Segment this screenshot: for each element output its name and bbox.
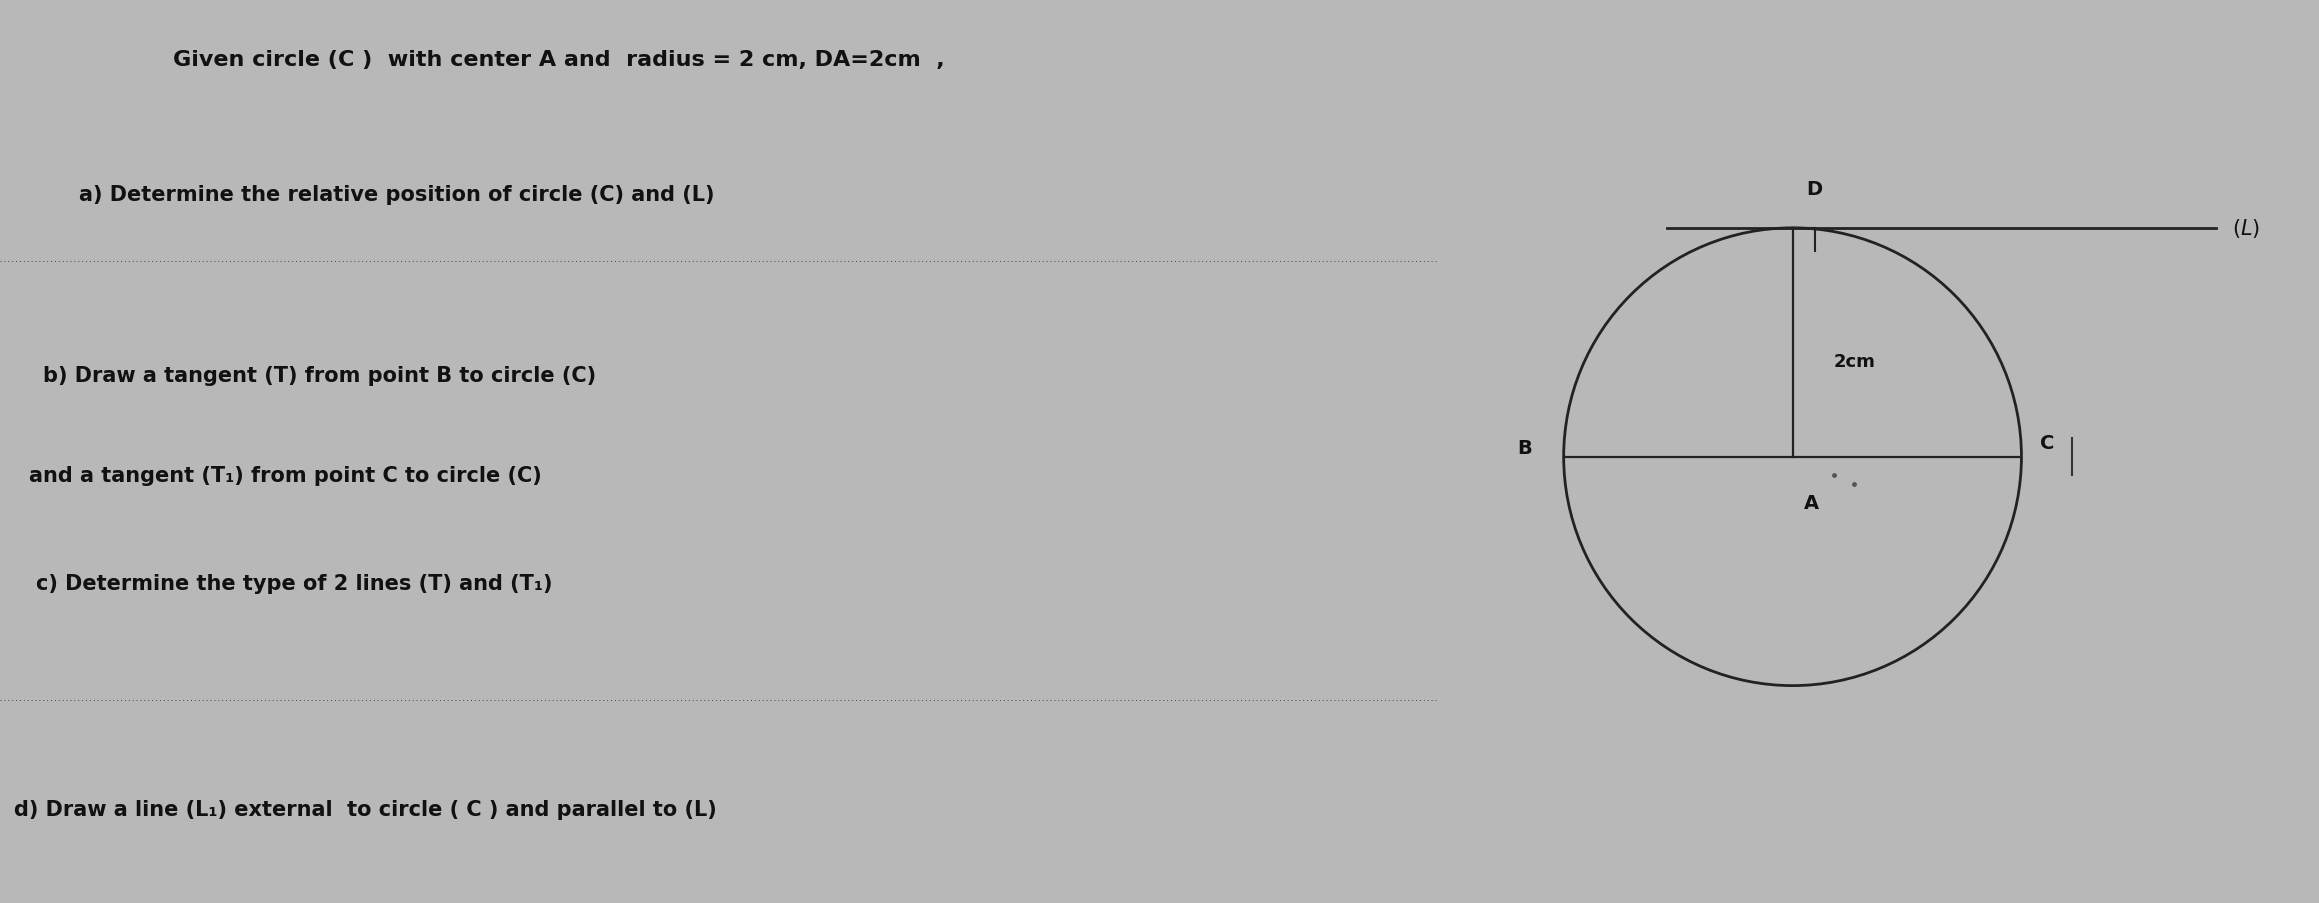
Text: D: D: [1807, 180, 1823, 199]
Text: b) Draw a tangent (T) from point B to circle (C): b) Draw a tangent (T) from point B to ci…: [44, 366, 596, 386]
Text: $(L)$: $(L)$: [2231, 217, 2261, 240]
Text: A: A: [1804, 494, 1818, 513]
Text: B: B: [1517, 439, 1531, 458]
Text: C: C: [2041, 434, 2055, 453]
Text: c) Determine the type of 2 lines (T) and (T₁): c) Determine the type of 2 lines (T) and…: [37, 573, 552, 593]
Text: Given circle (C )  with center A and  radius = 2 cm, DA=2cm  ,: Given circle (C ) with center A and radi…: [172, 50, 944, 70]
Text: 2cm: 2cm: [1834, 352, 1876, 370]
Text: and a tangent (T₁) from point C to circle (C): and a tangent (T₁) from point C to circl…: [28, 465, 543, 485]
Text: a) Determine the relative position of circle (C) and (L): a) Determine the relative position of ci…: [79, 185, 714, 205]
Text: d) Draw a line (L₁) external  to circle ( C ) and parallel to (L): d) Draw a line (L₁) external to circle (…: [14, 799, 717, 819]
